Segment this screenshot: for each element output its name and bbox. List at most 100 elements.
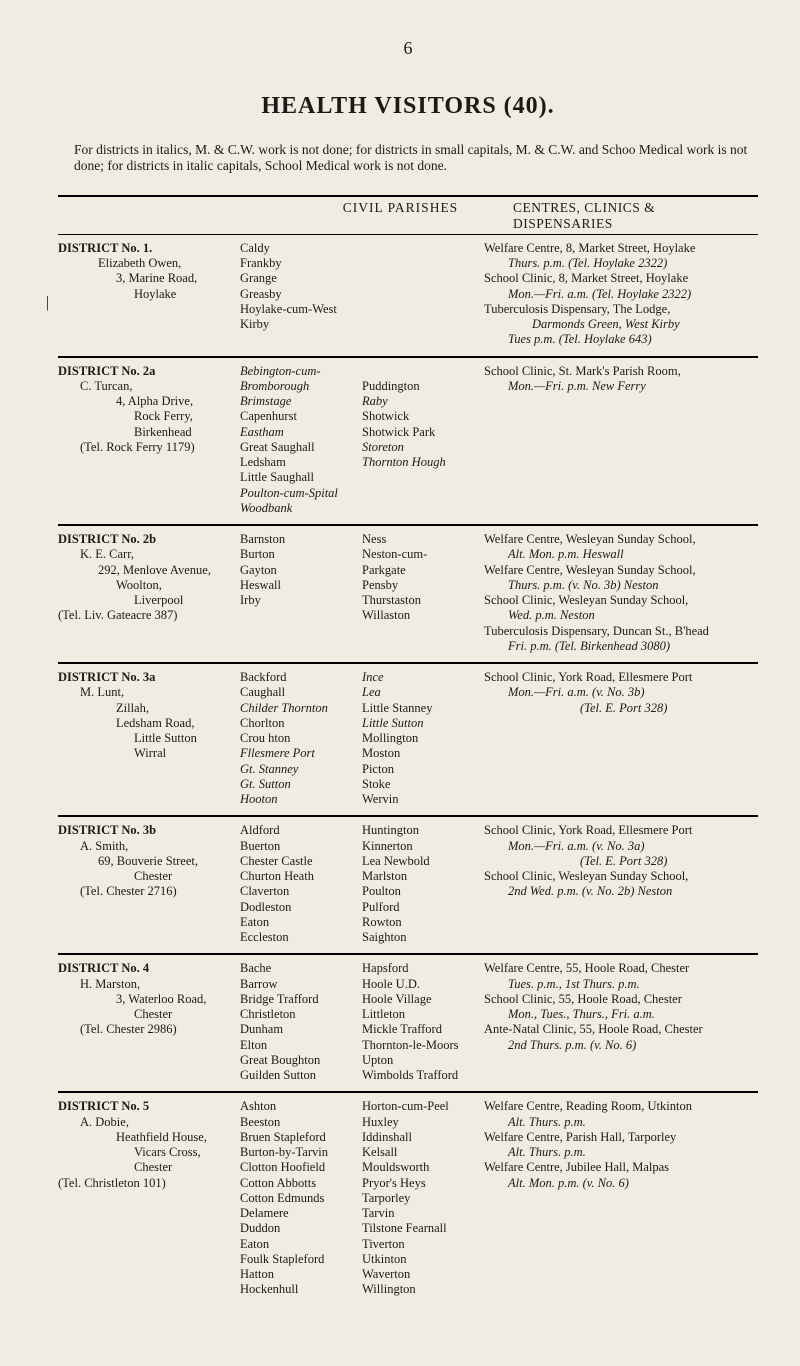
- left-line: Rock Ferry,: [58, 409, 234, 424]
- district-row: DISTRICT No. 4H. Marston,3, Waterloo Roa…: [58, 955, 758, 1093]
- parish-name: Greasby: [240, 287, 358, 302]
- parish-name: Beeston: [240, 1115, 358, 1130]
- parish-col-b: [362, 241, 484, 348]
- parish-name: Gayton: [240, 563, 358, 578]
- parish-name: Heswall: [240, 578, 358, 593]
- centre-line: School Clinic, St. Mark's Parish Room,: [484, 364, 758, 379]
- parish-name: Buerton: [240, 839, 358, 854]
- left-line: Chester: [58, 1160, 234, 1175]
- left-line: (Tel. Christleton 101): [58, 1176, 234, 1191]
- parish-name: Capenhurst: [240, 409, 358, 424]
- parish-name: Eastham: [240, 425, 358, 440]
- parish-name: Hoole Village: [362, 992, 480, 1007]
- parish-name: [362, 302, 480, 317]
- parish-name: Great Boughton: [240, 1053, 358, 1068]
- district-row: DISTRICT No. 2aC. Turcan,4, Alpha Drive,…: [58, 358, 758, 527]
- centre-line: Mon.—Fri. a.m. (v. No. 3a): [484, 839, 758, 854]
- parish-name: Aldford: [240, 823, 358, 838]
- left-line: Wirral: [58, 746, 234, 761]
- parish-name: [362, 241, 480, 256]
- parish-name: Tarporley: [362, 1191, 480, 1206]
- parish-name: Gt. Sutton: [240, 777, 358, 792]
- left-line: 3, Waterloo Road,: [58, 992, 234, 1007]
- centre-line: Thurs. p.m. (v. No. 3b) Neston: [484, 578, 758, 593]
- parish-name: Upton: [362, 1053, 480, 1068]
- parish-name: Shotwick Park: [362, 425, 480, 440]
- centre-line: Welfare Centre, 8, Market Street, Hoylak…: [484, 241, 758, 256]
- parish-col-a: BarnstonBurtonGaytonHeswallIrby: [240, 532, 362, 654]
- centre-line: (Tel. E. Port 328): [484, 701, 758, 716]
- centre-line: Welfare Centre, Jubilee Hall, Malpas: [484, 1160, 758, 1175]
- parish-name: Marlston: [362, 869, 480, 884]
- district-row: DISTRICT No. 5A. Dobie,Heathfield House,…: [58, 1093, 758, 1305]
- parish-name: Crou hton: [240, 731, 358, 746]
- parish-name: Barrow: [240, 977, 358, 992]
- parish-name: Mickle Trafford: [362, 1022, 480, 1037]
- parish-name: Eccleston: [240, 930, 358, 945]
- parish-name: Moston: [362, 746, 480, 761]
- parish-col-b: HapsfordHoole U.D.Hoole VillageLittleton…: [362, 961, 484, 1083]
- centre-line: Tues. p.m., 1st Thurs. p.m.: [484, 977, 758, 992]
- parish-name: Utkinton: [362, 1252, 480, 1267]
- parish-name: Picton: [362, 762, 480, 777]
- left-line: DISTRICT No. 3a: [58, 670, 234, 685]
- parish-name: Fllesmere Port: [240, 746, 358, 761]
- centre-line: Tuberculosis Dispensary, Duncan St., B'h…: [484, 624, 758, 639]
- column-headers: CIVIL PARISHES CENTRES, CLINICS & DISPEN…: [58, 197, 758, 234]
- parish-name: Duddon: [240, 1221, 358, 1236]
- parish-name: Dunham: [240, 1022, 358, 1037]
- centre-line: Darmonds Green, West Kirby: [484, 317, 758, 332]
- page-number: 6: [58, 38, 758, 59]
- left-line: Vicars Cross,: [58, 1145, 234, 1160]
- district-row: DISTRICT No. 1.Elizabeth Owen,3, Marine …: [58, 235, 758, 358]
- parish-col-a: CaldyFrankbyGrangeGreasbyHoylake-cum-Wes…: [240, 241, 362, 348]
- centre-line: Alt. Mon. p.m. Heswall: [484, 547, 758, 562]
- parish-name: Puddington: [362, 379, 480, 394]
- parish-name: Frankby: [240, 256, 358, 271]
- parish-name: Hoole U.D.: [362, 977, 480, 992]
- parish-col-a: AldfordBuertonChester CastleChurton Heat…: [240, 823, 362, 945]
- centre-line: Mon.—Fri. a.m. (v. No. 3b): [484, 685, 758, 700]
- parish-name: Eaton: [240, 1237, 358, 1252]
- centre-line: Welfare Centre, Reading Room, Utkinton: [484, 1099, 758, 1114]
- parish-name: Wimbolds Trafford: [362, 1068, 480, 1083]
- centre-line: School Clinic, 55, Hoole Road, Chester: [484, 992, 758, 1007]
- parish-name: Claverton: [240, 884, 358, 899]
- district-row: DISTRICT No. 3bA. Smith,69, Bouverie Str…: [58, 817, 758, 955]
- centre-line: 2nd Thurs. p.m. (v. No. 6): [484, 1038, 758, 1053]
- left-line: (Tel. Chester 2986): [58, 1022, 234, 1037]
- parish-name: Iddinshall: [362, 1130, 480, 1145]
- centre-line: Mon.—Fri. a.m. (Tel. Hoylake 2322): [484, 287, 758, 302]
- parish-col-a: BacheBarrowBridge TraffordChristletonDun…: [240, 961, 362, 1083]
- centre-line: Mon.—Fri. p.m. New Ferry: [484, 379, 758, 394]
- left-line: Zillah,: [58, 701, 234, 716]
- centres-col: Welfare Centre, Reading Room, UtkintonAl…: [484, 1099, 758, 1297]
- parish-name: Hooton: [240, 792, 358, 807]
- centre-line: School Clinic, Wesleyan Sunday School,: [484, 869, 758, 884]
- parish-col-a: Bebington-cum-BromboroughBrimstageCapenh…: [240, 364, 362, 517]
- left-line: A. Dobie,: [58, 1115, 234, 1130]
- district-left: DISTRICT No. 2aC. Turcan,4, Alpha Drive,…: [58, 364, 240, 517]
- parish-name: Grange: [240, 271, 358, 286]
- parish-name: Caldy: [240, 241, 358, 256]
- parish-name: Foulk Stapleford: [240, 1252, 358, 1267]
- left-line: DISTRICT No. 4: [58, 961, 234, 976]
- parish-name: Hapsford: [362, 961, 480, 976]
- parish-name: Willaston: [362, 608, 480, 623]
- parish-name: Pensby: [362, 578, 480, 593]
- parish-name: Bridge Trafford: [240, 992, 358, 1007]
- parish-name: Burton: [240, 547, 358, 562]
- left-line: C. Turcan,: [58, 379, 234, 394]
- parish-name: Horton-cum-Peel: [362, 1099, 480, 1114]
- parish-name: Chester Castle: [240, 854, 358, 869]
- parish-name: Mollington: [362, 731, 480, 746]
- centre-line: Welfare Centre, Wesleyan Sunday School,: [484, 563, 758, 578]
- centres-col: School Clinic, St. Mark's Parish Room,Mo…: [484, 364, 758, 517]
- centre-line: School Clinic, Wesleyan Sunday School,: [484, 593, 758, 608]
- left-line: 69, Bouverie Street,: [58, 854, 234, 869]
- centre-line: (Tel. E. Port 328): [484, 854, 758, 869]
- district-left: DISTRICT No. 4H. Marston,3, Waterloo Roa…: [58, 961, 240, 1083]
- parish-name: Little Stanney: [362, 701, 480, 716]
- parish-name: Tiverton: [362, 1237, 480, 1252]
- centre-line: Welfare Centre, Wesleyan Sunday School,: [484, 532, 758, 547]
